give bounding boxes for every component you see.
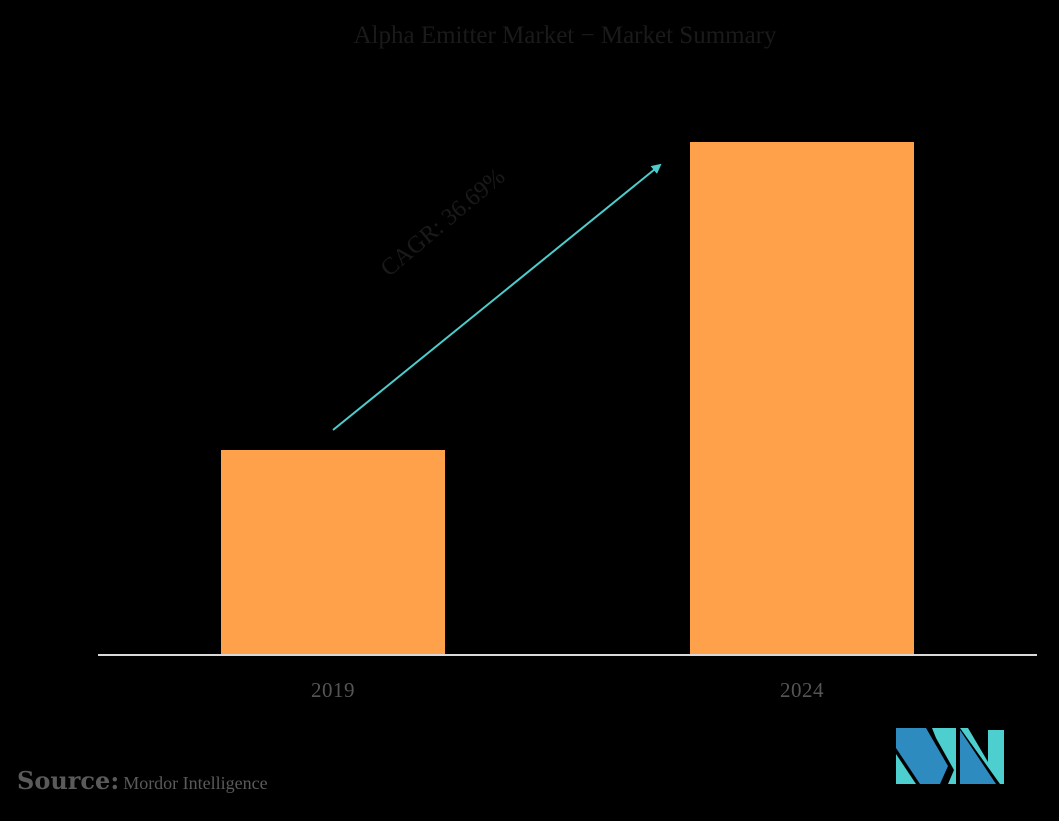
source-name: Mordor Intelligence [123, 773, 268, 793]
mordor-intelligence-logo-icon [896, 728, 1004, 784]
source-line: Source: Mordor Intelligence [17, 766, 268, 795]
x-tick-2024: 2024 [780, 678, 824, 702]
x-tick-2019: 2019 [311, 678, 355, 702]
source-label: Source: [17, 766, 120, 795]
bar-2024 [690, 142, 914, 654]
chart-title: Alpha Emitter Market − Market Summary [353, 22, 777, 49]
cagr-arrow [332, 163, 662, 431]
bar-2019 [221, 450, 445, 654]
